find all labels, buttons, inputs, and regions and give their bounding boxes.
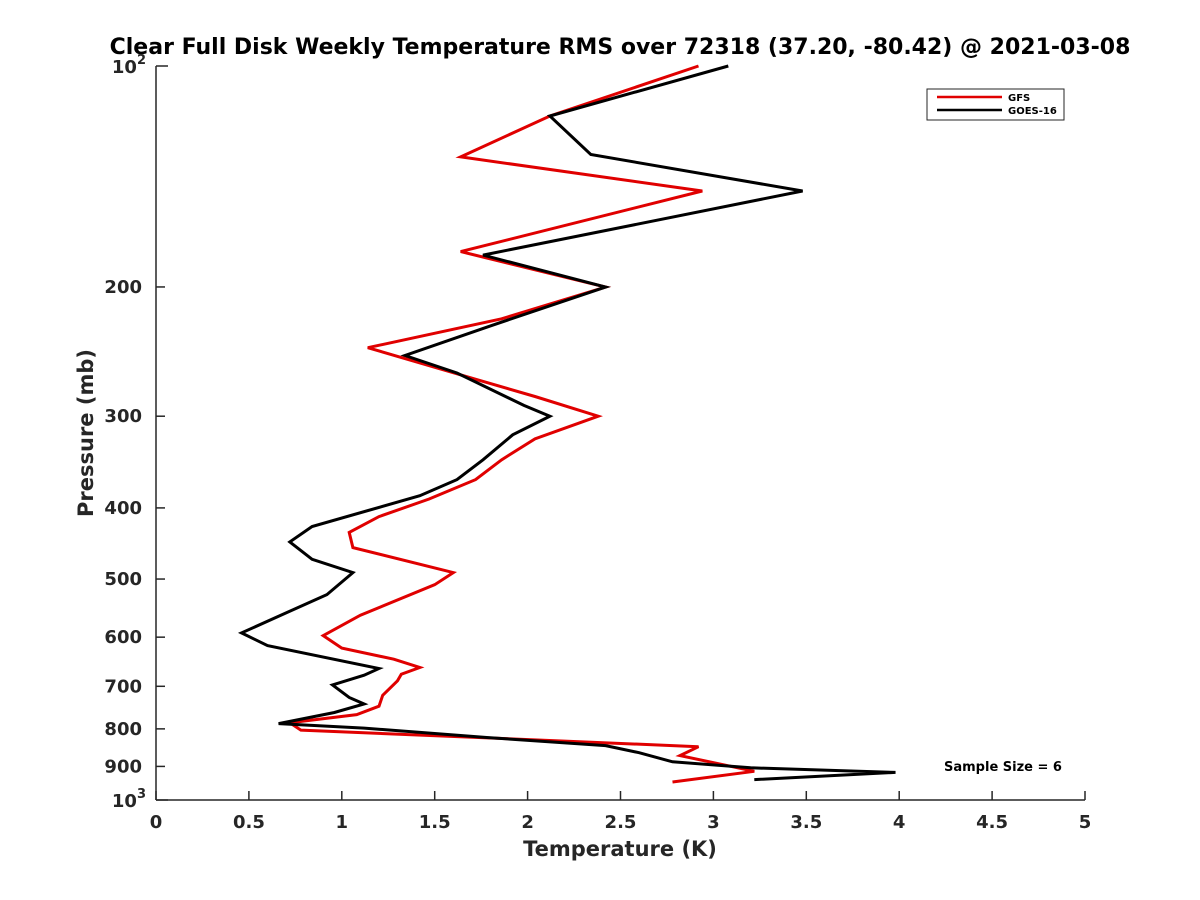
x-axis-label: Temperature (K) [523,837,717,861]
legend-box [926,88,1065,121]
legend: GFS GOES-16 [926,88,1065,121]
x-tick-label: 0 [150,812,163,833]
y-tick-label: 900 [104,756,142,777]
axes [155,66,1085,801]
x-tick-label: 1.5 [419,812,451,833]
legend-label-gfs: GFS [1008,93,1030,104]
y-axis-label: Pressure (mb) [74,349,98,517]
x-tick-label: 3.5 [790,812,822,833]
plot-lines [237,64,896,784]
x-ticks: 0 0.5 1 1.5 2 2.5 3 3.5 4 4.5 5 [150,791,1092,833]
y-major-tick-label: 103 [112,787,146,812]
x-tick-label: 2.5 [605,812,637,833]
legend-label-goes16: GOES-16 [1008,106,1057,117]
y-tick-label: 700 [104,676,142,697]
x-tick-label: 2 [521,812,534,833]
series-line-goes16 [237,64,896,782]
y-tick-label: 200 [104,277,142,298]
y-major-tick-label: 102 [112,53,146,78]
sample-size-annotation: Sample Size = 6 [944,760,1062,775]
x-tick-label: 3 [707,812,720,833]
x-tick-label: 0.5 [233,812,265,833]
y-tick-label: 500 [104,569,142,590]
chart-title: Clear Full Disk Weekly Temperature RMS o… [110,35,1131,60]
x-tick-label: 4 [893,812,906,833]
x-tick-label: 1 [336,812,349,833]
series-line-gfs [285,64,755,784]
y-tick-label: 400 [104,498,142,519]
y-tick-label: 300 [104,406,142,427]
y-ticks: 200 300 400 500 600 700 800 900 102 103 [104,53,168,812]
x-tick-label: 5 [1079,812,1092,833]
y-tick-label: 800 [104,719,142,740]
x-tick-label: 4.5 [976,812,1008,833]
y-tick-label: 600 [104,627,142,648]
